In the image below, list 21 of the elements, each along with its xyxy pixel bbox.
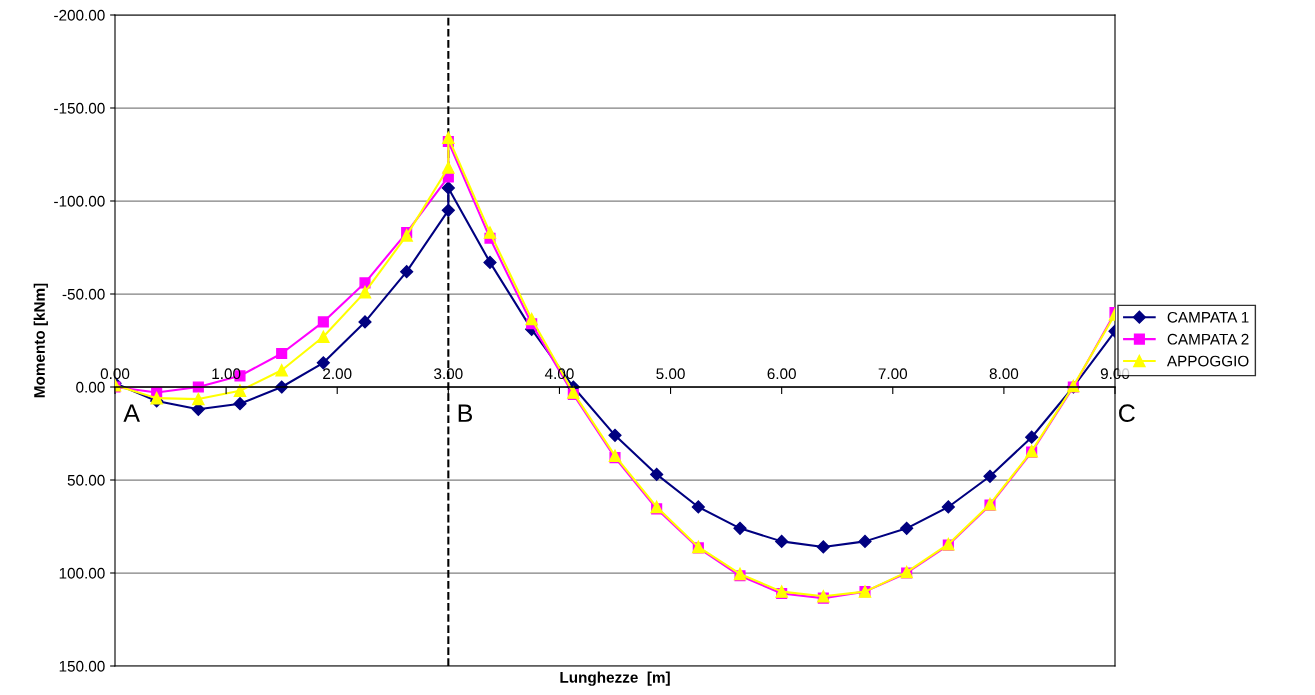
y-tick-label: 0.00 <box>76 381 105 393</box>
x-tick-label: 7.00 <box>878 368 908 380</box>
y-tick-label: -50.00 <box>62 288 105 300</box>
legend-label: CAMPATA 2 <box>1167 333 1249 345</box>
y-tick-label: -100.00 <box>54 195 105 207</box>
legend-label: CAMPATA 1 <box>1167 311 1249 323</box>
legend-label: APPOGGIO <box>1166 355 1249 367</box>
text: C <box>1119 404 1135 423</box>
y-tick-label: -150.00 <box>54 102 105 114</box>
x-tick-label: 2.00 <box>323 368 352 380</box>
y-tick-label: 150.00 <box>59 660 105 672</box>
y-tick-label: 100.00 <box>59 567 105 579</box>
annotation: A <box>123 404 140 422</box>
annotation: B <box>458 404 473 422</box>
y-tick-label: 50.00 <box>67 474 105 486</box>
y-tick-label: -200.00 <box>54 9 105 21</box>
y-axis-title: Momento [kNm] <box>33 283 48 398</box>
x-axis-title: Lunghezze [m] <box>560 671 670 686</box>
x-tick-label: 5.00 <box>656 368 685 380</box>
x-tick-label: 8.00 <box>989 368 1019 380</box>
x-tick-label: 6.00 <box>767 368 796 380</box>
